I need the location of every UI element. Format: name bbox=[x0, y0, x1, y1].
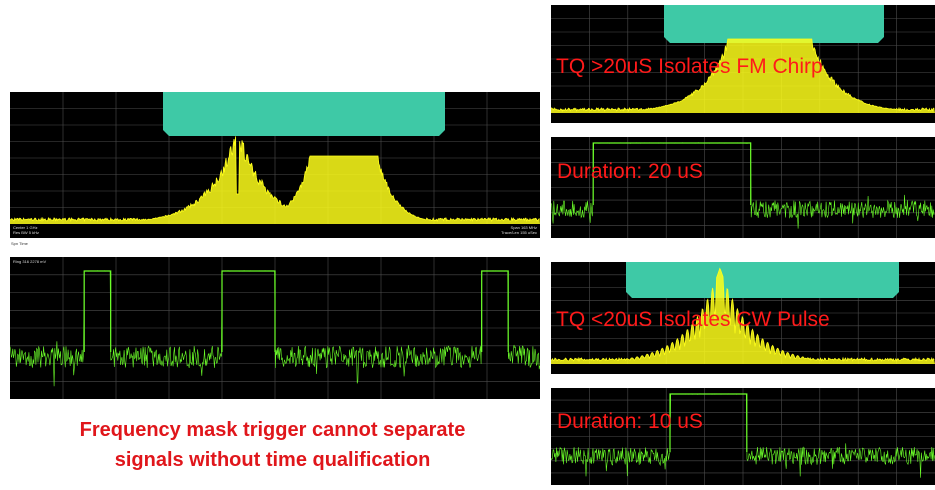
right-bottom-label: TQ <20uS Isolates CW Pulse bbox=[556, 308, 830, 331]
right-top-duration: Duration: 20 uS bbox=[557, 160, 703, 183]
right-top-spectrum-panel bbox=[551, 5, 935, 123]
trace-length-label: Trace/Len 155 uSec bbox=[501, 230, 537, 235]
right-bottom-duration: Duration: 10 uS bbox=[557, 410, 703, 433]
frequency-mask bbox=[163, 92, 445, 136]
right-bottom-spectrum-graph bbox=[551, 262, 935, 364]
left-time-graph bbox=[10, 257, 540, 399]
left-time-panel: Ring 316 2278 mV bbox=[10, 257, 540, 399]
pulse-outline bbox=[592, 142, 752, 205]
spectrum-trace-fill bbox=[10, 136, 540, 224]
spectrum-trace bbox=[551, 38, 935, 113]
pulse-outline bbox=[83, 270, 112, 352]
span-label: Span 163 MHz bbox=[510, 225, 537, 230]
right-bottom-spectrum-panel bbox=[551, 262, 935, 374]
left-spectrum-graph bbox=[10, 92, 540, 224]
spectrum-trace bbox=[551, 267, 935, 363]
right-top-time-panel bbox=[551, 137, 935, 238]
caption-line-1: Frequency mask trigger cannot separate bbox=[79, 419, 466, 441]
time-reference-label: Ring 316 2278 mV bbox=[13, 259, 47, 264]
rbw-label: Res BW 5 kHz bbox=[13, 230, 40, 235]
frequency-mask bbox=[626, 262, 899, 298]
right-bottom-time-panel bbox=[551, 388, 935, 485]
pulse-outline bbox=[669, 393, 748, 452]
center-frequency-label: Center 1 GHz bbox=[13, 225, 38, 230]
frequency-mask bbox=[664, 5, 884, 43]
spectrum-trace bbox=[10, 136, 540, 223]
right-top-label: TQ >20uS Isolates FM Chirp bbox=[556, 55, 823, 78]
pulse-outline bbox=[221, 270, 276, 352]
caption-line-2: signals without time qualification bbox=[114, 449, 431, 471]
left-time-header: Spn Time bbox=[11, 241, 28, 246]
left-spectrum-panel: Center 1 GHz Res BW 5 kHz Span 163 MHz T… bbox=[10, 92, 540, 238]
right-top-time-graph bbox=[551, 137, 935, 238]
spectrum-trace-fill bbox=[551, 268, 935, 364]
right-top-spectrum-graph bbox=[551, 5, 935, 113]
pulse-outline bbox=[481, 270, 509, 352]
spectrum-trace-fill bbox=[551, 39, 935, 113]
right-bottom-time-graph bbox=[551, 388, 935, 485]
